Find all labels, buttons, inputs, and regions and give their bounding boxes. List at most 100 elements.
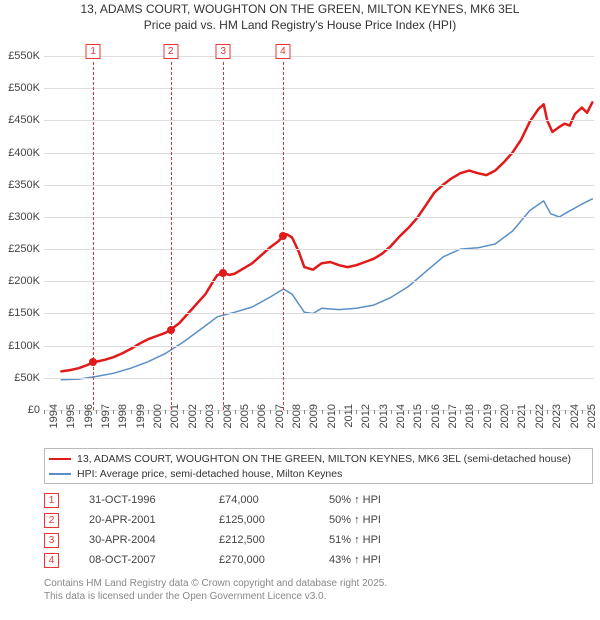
gridline-h xyxy=(44,88,594,89)
legend-swatch-hpi xyxy=(49,473,71,475)
x-axis-label: 2014 xyxy=(395,404,407,428)
x-axis-label: 2017 xyxy=(447,404,459,428)
event-table: 131-OCT-1996£74,00050% ↑ HPI220-APR-2001… xyxy=(44,490,449,570)
x-tick xyxy=(131,410,132,414)
event-row-badge: 1 xyxy=(44,493,59,508)
x-axis-label: 2010 xyxy=(326,404,338,428)
event-row-badge: 4 xyxy=(44,553,59,568)
x-tick xyxy=(530,410,531,414)
x-axis-label: 2002 xyxy=(187,404,199,428)
x-axis-label: 1997 xyxy=(100,404,112,428)
event-marker xyxy=(219,269,227,277)
gridline-h xyxy=(44,249,594,250)
x-axis-label: 2016 xyxy=(430,404,442,428)
x-tick xyxy=(218,410,219,414)
x-tick xyxy=(270,410,271,414)
x-axis-label: 2000 xyxy=(152,404,164,428)
x-axis-label: 2005 xyxy=(239,404,251,428)
gridline-h xyxy=(44,378,594,379)
x-axis-label: 2003 xyxy=(204,404,216,428)
y-axis-label: £400K xyxy=(2,147,40,159)
footer-line-2: This data is licensed under the Open Gov… xyxy=(44,591,387,604)
y-axis-label: £550K xyxy=(2,50,40,62)
event-marker xyxy=(167,326,175,334)
legend-swatch-price-paid xyxy=(49,458,71,460)
y-axis-label: £300K xyxy=(2,211,40,223)
x-tick xyxy=(200,410,201,414)
title-line-2: Price paid vs. HM Land Registry's House … xyxy=(0,18,600,34)
gridline-h xyxy=(44,120,594,121)
gridline-h xyxy=(44,56,594,57)
x-axis-label: 2006 xyxy=(256,404,268,428)
x-axis-label: 2025 xyxy=(586,404,598,428)
x-axis-label: 2023 xyxy=(551,404,563,428)
x-axis-label: 2008 xyxy=(291,404,303,428)
series-svg xyxy=(44,40,594,410)
y-axis-label: £250K xyxy=(2,243,40,255)
y-axis-label: £0 xyxy=(2,404,40,416)
gridline-h xyxy=(44,346,594,347)
x-tick xyxy=(356,410,357,414)
x-tick xyxy=(495,410,496,414)
x-tick xyxy=(252,410,253,414)
x-tick xyxy=(339,410,340,414)
x-axis-label: 2009 xyxy=(308,404,320,428)
event-row-hpi: 50% ↑ HPI xyxy=(329,514,449,526)
event-row-hpi: 50% ↑ HPI xyxy=(329,494,449,506)
chart-title: 13, ADAMS COURT, WOUGHTON ON THE GREEN, … xyxy=(0,0,600,33)
x-tick xyxy=(547,410,548,414)
event-row: 408-OCT-2007£270,00043% ↑ HPI xyxy=(44,550,449,570)
event-marker xyxy=(279,232,287,240)
x-tick xyxy=(96,410,97,414)
event-row-hpi: 51% ↑ HPI xyxy=(329,534,449,546)
x-axis-label: 2021 xyxy=(516,404,528,428)
x-tick xyxy=(79,410,80,414)
event-badge: 3 xyxy=(216,44,231,59)
gridline-h xyxy=(44,217,594,218)
x-axis-label: 2015 xyxy=(412,404,424,428)
event-line xyxy=(223,62,224,410)
y-axis-label: £350K xyxy=(2,179,40,191)
event-row: 131-OCT-1996£74,00050% ↑ HPI xyxy=(44,490,449,510)
x-tick xyxy=(304,410,305,414)
event-row-date: 20-APR-2001 xyxy=(89,514,219,526)
x-tick xyxy=(165,410,166,414)
x-axis-label: 1999 xyxy=(135,404,147,428)
x-axis-label: 2024 xyxy=(569,404,581,428)
gridline-h xyxy=(44,281,594,282)
x-tick xyxy=(443,410,444,414)
series-line-price_paid xyxy=(61,102,592,371)
x-tick xyxy=(148,410,149,414)
x-tick xyxy=(582,410,583,414)
event-row-price: £270,000 xyxy=(219,554,329,566)
x-tick xyxy=(426,410,427,414)
x-tick xyxy=(391,410,392,414)
event-row-price: £74,000 xyxy=(219,494,329,506)
y-axis-label: £50K xyxy=(2,372,40,384)
title-line-1: 13, ADAMS COURT, WOUGHTON ON THE GREEN, … xyxy=(0,2,600,18)
x-tick xyxy=(460,410,461,414)
gridline-h xyxy=(44,313,594,314)
x-tick xyxy=(61,410,62,414)
x-tick xyxy=(512,410,513,414)
x-axis-label: 2013 xyxy=(378,404,390,428)
y-axis-label: £150K xyxy=(2,307,40,319)
x-tick xyxy=(408,410,409,414)
plot-area: £0£50K£100K£150K£200K£250K£300K£350K£400… xyxy=(44,40,594,411)
x-tick xyxy=(113,410,114,414)
gridline-h xyxy=(44,185,594,186)
event-row-badge: 3 xyxy=(44,533,59,548)
x-axis-label: 2019 xyxy=(482,404,494,428)
gridline-h xyxy=(44,153,594,154)
event-row-price: £212,500 xyxy=(219,534,329,546)
x-tick xyxy=(478,410,479,414)
x-tick xyxy=(183,410,184,414)
series-line-hpi xyxy=(61,199,592,380)
footer-line-1: Contains HM Land Registry data © Crown c… xyxy=(44,578,387,591)
event-badge: 2 xyxy=(163,44,178,59)
x-tick xyxy=(235,410,236,414)
x-axis-label: 1995 xyxy=(65,404,77,428)
x-tick xyxy=(322,410,323,414)
x-axis-label: 2022 xyxy=(534,404,546,428)
legend: 13, ADAMS COURT, WOUGHTON ON THE GREEN, … xyxy=(44,448,593,484)
